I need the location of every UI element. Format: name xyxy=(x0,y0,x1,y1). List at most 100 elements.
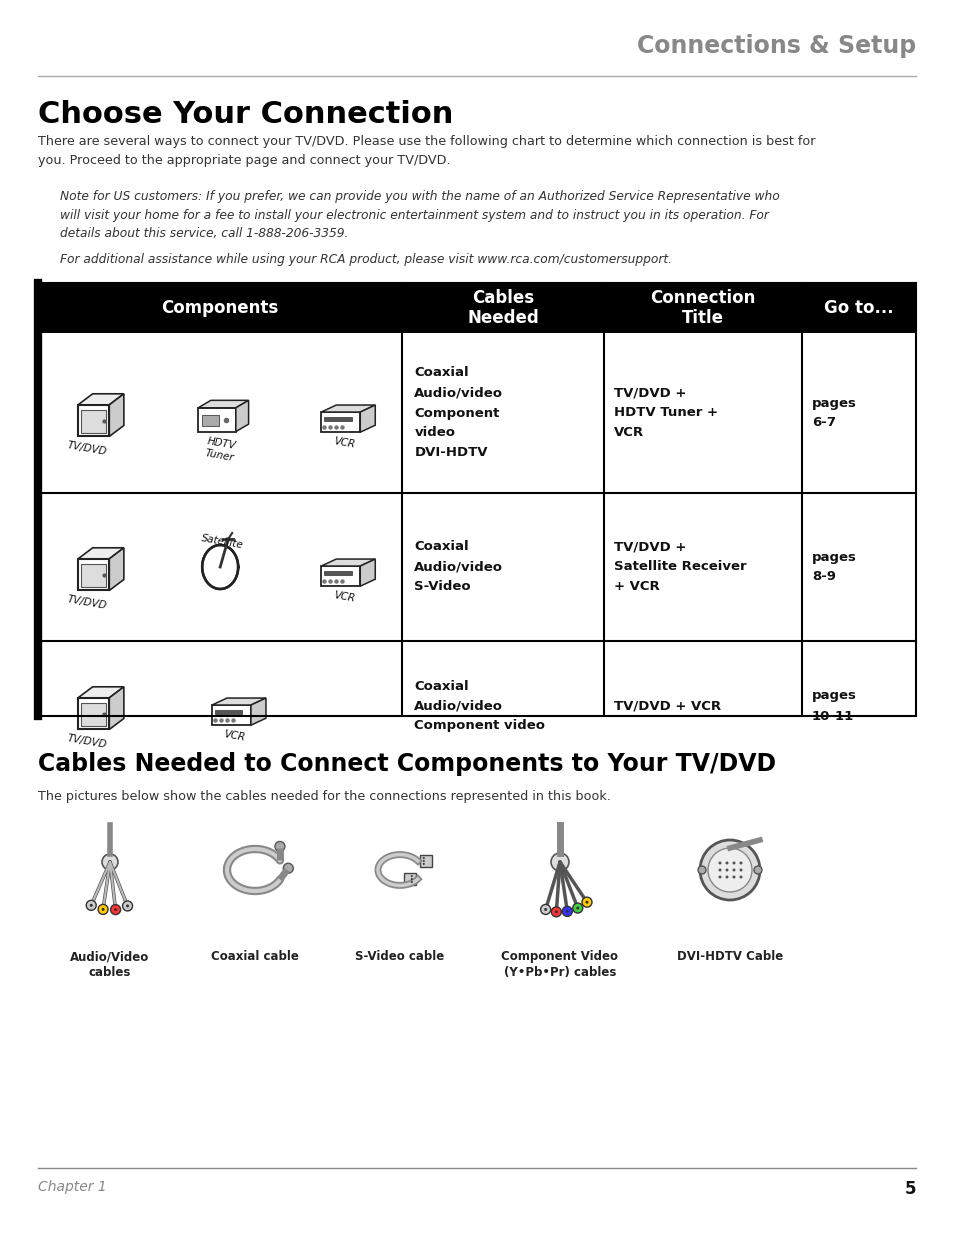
Circle shape xyxy=(411,878,413,881)
Polygon shape xyxy=(235,400,249,431)
Text: 5: 5 xyxy=(903,1179,915,1198)
Polygon shape xyxy=(360,559,375,587)
Text: Chapter 1: Chapter 1 xyxy=(38,1179,107,1194)
Circle shape xyxy=(543,908,547,911)
Circle shape xyxy=(561,906,572,916)
Circle shape xyxy=(724,862,728,864)
Text: Coaxial cable: Coaxial cable xyxy=(211,950,298,963)
Circle shape xyxy=(422,857,424,860)
Circle shape xyxy=(753,866,761,874)
Circle shape xyxy=(576,906,578,909)
Text: VCR: VCR xyxy=(333,436,355,450)
Circle shape xyxy=(724,876,728,878)
Bar xyxy=(81,564,106,588)
Bar xyxy=(214,710,242,714)
Circle shape xyxy=(718,876,720,878)
Text: TV/DVD + VCR: TV/DVD + VCR xyxy=(614,699,720,713)
Circle shape xyxy=(122,902,132,911)
Circle shape xyxy=(698,866,705,874)
Text: Satellite: Satellite xyxy=(200,534,244,551)
FancyBboxPatch shape xyxy=(78,405,110,436)
Bar xyxy=(202,415,219,426)
Circle shape xyxy=(707,848,751,892)
Text: Audio/Video
cables: Audio/Video cables xyxy=(71,950,150,979)
Polygon shape xyxy=(78,394,124,405)
Bar xyxy=(403,873,416,885)
Circle shape xyxy=(739,876,741,878)
Circle shape xyxy=(565,910,568,913)
Circle shape xyxy=(551,853,568,871)
Text: TV/DVD: TV/DVD xyxy=(67,594,108,611)
Polygon shape xyxy=(321,405,375,412)
Circle shape xyxy=(718,862,720,864)
Text: Cables Needed to Connect Components to Your TV/DVD: Cables Needed to Connect Components to Y… xyxy=(38,752,776,776)
Text: pages
8-9: pages 8-9 xyxy=(811,551,856,583)
Circle shape xyxy=(724,868,728,872)
Bar xyxy=(419,855,432,867)
Text: Coaxial
Audio/video
Component video: Coaxial Audio/video Component video xyxy=(414,679,545,732)
Polygon shape xyxy=(110,394,124,436)
Circle shape xyxy=(555,910,558,914)
Circle shape xyxy=(98,904,108,914)
Polygon shape xyxy=(198,400,249,408)
Text: Connections & Setup: Connections & Setup xyxy=(636,35,915,58)
Text: The pictures below show the cables needed for the connections represented in thi: The pictures below show the cables neede… xyxy=(38,790,610,803)
Polygon shape xyxy=(212,698,266,705)
Circle shape xyxy=(585,900,588,904)
Text: Components: Components xyxy=(161,299,278,317)
Circle shape xyxy=(126,904,129,908)
Circle shape xyxy=(718,868,720,872)
FancyBboxPatch shape xyxy=(198,408,235,431)
Circle shape xyxy=(572,903,582,913)
Circle shape xyxy=(581,897,592,908)
Circle shape xyxy=(732,862,735,864)
Polygon shape xyxy=(110,548,124,590)
Text: pages
6-7: pages 6-7 xyxy=(811,396,856,430)
Circle shape xyxy=(540,904,550,914)
Text: TV/DVD: TV/DVD xyxy=(67,734,108,751)
Bar xyxy=(81,703,106,726)
Bar xyxy=(81,410,106,433)
Text: Note for US customers: If you prefer, we can provide you with the name of an Aut: Note for US customers: If you prefer, we… xyxy=(60,190,779,240)
Circle shape xyxy=(283,863,293,873)
Text: VCR: VCR xyxy=(223,729,246,742)
Circle shape xyxy=(422,863,424,864)
Circle shape xyxy=(739,868,741,872)
Polygon shape xyxy=(202,545,238,589)
Text: VCR: VCR xyxy=(333,590,355,604)
Text: Cables
Needed: Cables Needed xyxy=(467,289,538,327)
Circle shape xyxy=(101,908,105,911)
Text: Component Video
(Y•Pb•Pr) cables: Component Video (Y•Pb•Pr) cables xyxy=(501,950,618,979)
Circle shape xyxy=(732,876,735,878)
FancyBboxPatch shape xyxy=(321,412,360,432)
Circle shape xyxy=(114,908,117,911)
Circle shape xyxy=(422,860,424,862)
Polygon shape xyxy=(360,405,375,432)
Circle shape xyxy=(411,881,413,883)
Circle shape xyxy=(700,840,760,900)
Circle shape xyxy=(102,853,118,869)
Bar xyxy=(38,283,915,716)
Polygon shape xyxy=(78,548,124,558)
Polygon shape xyxy=(321,559,375,566)
Text: Coaxial
Audio/video
S-Video: Coaxial Audio/video S-Video xyxy=(414,541,503,594)
FancyBboxPatch shape xyxy=(78,558,110,590)
Polygon shape xyxy=(251,698,266,725)
Text: pages
10-11: pages 10-11 xyxy=(811,689,856,722)
Text: TV/DVD +
HDTV Tuner +
VCR: TV/DVD + HDTV Tuner + VCR xyxy=(614,387,718,440)
Circle shape xyxy=(551,906,560,916)
Text: Go to...: Go to... xyxy=(823,299,893,317)
Circle shape xyxy=(274,841,285,851)
Text: Coaxial
Audio/video
Component
video
DVI-HDTV: Coaxial Audio/video Component video DVI-… xyxy=(414,367,503,459)
Bar xyxy=(324,417,352,421)
Text: There are several ways to connect your TV/DVD. Please use the following chart to: There are several ways to connect your T… xyxy=(38,135,815,167)
Circle shape xyxy=(739,862,741,864)
Polygon shape xyxy=(110,687,124,730)
Text: S-Video cable: S-Video cable xyxy=(355,950,444,963)
Text: Connection
Title: Connection Title xyxy=(650,289,755,327)
Polygon shape xyxy=(78,687,124,698)
Circle shape xyxy=(111,904,120,915)
Circle shape xyxy=(86,900,96,910)
Text: TV/DVD: TV/DVD xyxy=(67,441,108,457)
Text: DVI-HDTV Cable: DVI-HDTV Cable xyxy=(677,950,782,963)
